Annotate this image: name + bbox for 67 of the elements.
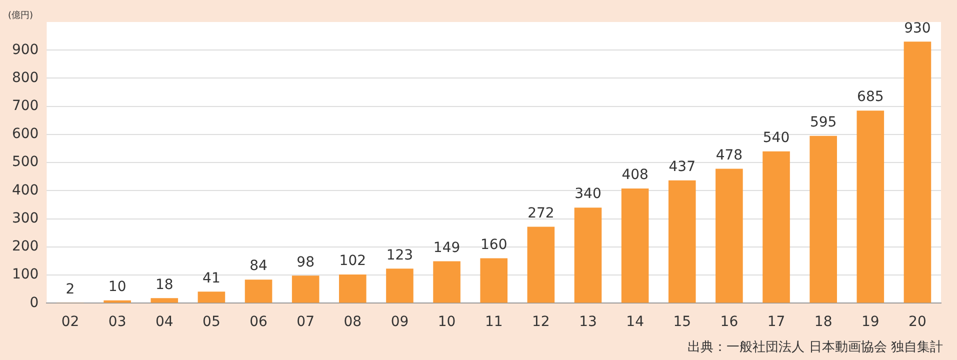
x-tick-label: 06 [250,314,268,330]
data-label: 18 [155,276,174,293]
bar [527,226,555,303]
x-tick-label: 17 [767,314,786,330]
y-tick-label: 100 [12,266,39,283]
bar [198,292,226,303]
x-tick-label: 11 [484,314,503,330]
x-tick-label: 05 [202,314,220,330]
x-tick-label: 13 [579,314,597,330]
data-label: 930 [904,20,931,36]
data-label: 10 [108,279,126,296]
bar [762,151,790,303]
bar [668,180,696,303]
data-label: 41 [202,270,220,286]
x-tick-label: 02 [61,314,80,330]
bar [621,188,649,303]
bar [904,42,932,303]
data-label: 408 [622,167,648,184]
data-label: 160 [480,236,508,253]
y-tick-label: 700 [12,98,39,114]
y-tick-label: 900 [12,42,39,58]
y-tick-label: 0 [30,294,39,311]
data-label: 478 [716,147,743,164]
data-label: 2 [66,281,75,298]
x-tick-label: 14 [626,314,644,330]
bar [856,110,884,303]
y-tick-label: 600 [12,126,39,142]
data-label: 149 [433,240,460,256]
data-label: 84 [250,258,268,274]
x-tick-label: 15 [673,314,692,330]
data-label: 540 [762,130,790,146]
y-tick-label: 800 [12,70,39,86]
x-tick-label: 19 [861,314,880,330]
x-tick-label: 09 [390,314,409,330]
x-tick-label: 18 [814,314,832,330]
data-label: 272 [528,205,554,222]
data-label: 437 [668,158,696,175]
bar [716,168,743,303]
x-tick-label: 04 [155,314,174,330]
bar [433,261,460,303]
x-tick-label: 07 [296,314,315,330]
bar [810,136,837,303]
y-axis-title: (億円) [8,10,34,21]
data-label: 685 [857,89,884,106]
data-label: 123 [386,247,414,264]
data-label: 595 [810,114,837,131]
x-tick-label: 08 [344,314,362,330]
bar [386,268,414,303]
bar [339,274,366,303]
source-note: 出典：一般社団法人 日本動画協会 独自集計 [688,340,943,355]
x-tick-label: 12 [532,314,550,330]
x-tick-label: 20 [908,314,926,330]
data-label: 98 [296,254,315,270]
y-tick-label: 200 [12,238,39,255]
x-tick-label: 16 [720,314,738,330]
x-tick-label: 10 [438,314,456,330]
data-label: 340 [574,186,602,202]
bar [244,280,272,303]
bar [480,258,508,303]
bar [292,276,320,303]
bar [150,298,178,303]
y-tick-label: 400 [12,182,39,198]
bar [574,208,602,303]
x-tick-label: 03 [108,314,126,330]
y-tick-label: 500 [12,154,39,170]
y-tick-label: 300 [12,210,39,226]
data-label: 102 [339,253,366,270]
